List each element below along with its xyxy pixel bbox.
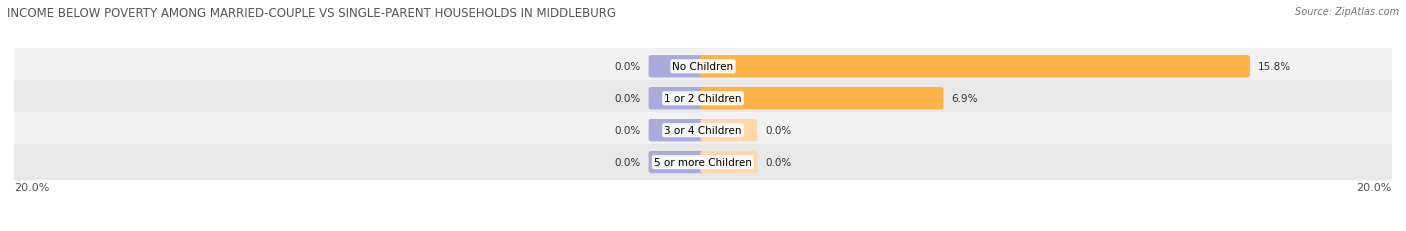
Text: 5 or more Children: 5 or more Children	[654, 157, 752, 167]
Text: 0.0%: 0.0%	[614, 157, 641, 167]
FancyBboxPatch shape	[700, 88, 943, 110]
Text: 0.0%: 0.0%	[765, 126, 792, 136]
Text: 0.0%: 0.0%	[765, 157, 792, 167]
FancyBboxPatch shape	[648, 56, 706, 78]
Text: No Children: No Children	[672, 62, 734, 72]
Text: 6.9%: 6.9%	[950, 94, 977, 104]
Text: 1 or 2 Children: 1 or 2 Children	[664, 94, 742, 104]
Text: 20.0%: 20.0%	[14, 182, 49, 192]
FancyBboxPatch shape	[648, 151, 706, 173]
Text: 15.8%: 15.8%	[1257, 62, 1291, 72]
FancyBboxPatch shape	[700, 119, 758, 142]
FancyBboxPatch shape	[648, 88, 706, 110]
FancyBboxPatch shape	[8, 49, 1398, 85]
FancyBboxPatch shape	[700, 56, 1250, 78]
Text: 0.0%: 0.0%	[614, 62, 641, 72]
FancyBboxPatch shape	[700, 151, 758, 173]
FancyBboxPatch shape	[8, 81, 1398, 117]
Text: 0.0%: 0.0%	[614, 94, 641, 104]
FancyBboxPatch shape	[8, 144, 1398, 180]
Text: INCOME BELOW POVERTY AMONG MARRIED-COUPLE VS SINGLE-PARENT HOUSEHOLDS IN MIDDLEB: INCOME BELOW POVERTY AMONG MARRIED-COUPL…	[7, 7, 616, 20]
Text: 3 or 4 Children: 3 or 4 Children	[664, 126, 742, 136]
Text: 0.0%: 0.0%	[614, 126, 641, 136]
FancyBboxPatch shape	[8, 112, 1398, 149]
Text: 20.0%: 20.0%	[1357, 182, 1392, 192]
FancyBboxPatch shape	[648, 119, 706, 142]
Text: Source: ZipAtlas.com: Source: ZipAtlas.com	[1295, 7, 1399, 17]
